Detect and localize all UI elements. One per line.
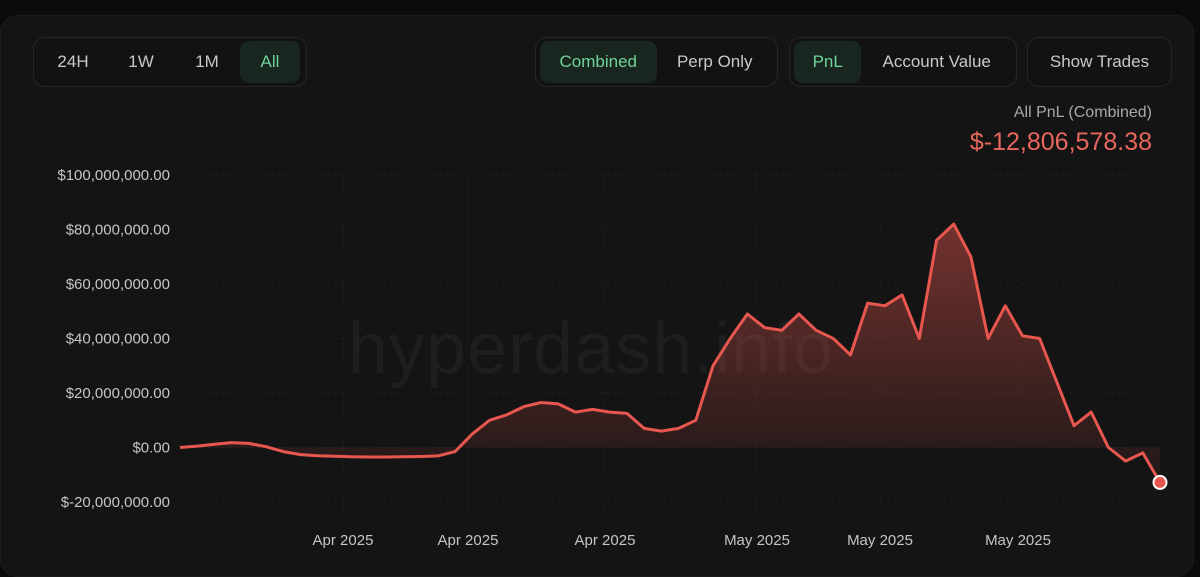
y-axis: $100,000,000.00 $80,000,000.00 $60,000,000…: [57, 167, 170, 511]
range-all-button[interactable]: All: [240, 41, 300, 83]
x-tick-label: May 2025: [985, 532, 1051, 549]
pnl-area: [180, 224, 1160, 483]
x-tick-label: May 2025: [724, 532, 790, 549]
metric-selector: PnL Account Value: [789, 37, 1017, 87]
perp-only-button[interactable]: Perp Only: [676, 52, 753, 71]
x-tick-label: Apr 2025: [313, 532, 374, 549]
time-range-selector: 24H 1W 1M All: [33, 37, 307, 87]
pnl-button[interactable]: PnL: [794, 41, 862, 83]
last-value-point[interactable]: [1152, 474, 1168, 490]
range-24h-button[interactable]: 24H: [57, 52, 89, 71]
y-tick-label: $100,000,000.00: [57, 167, 170, 184]
range-1w-button[interactable]: 1W: [128, 52, 154, 71]
y-tick-label: $80,000,000.00: [66, 222, 170, 239]
pnl-line: [179, 222, 1162, 484]
chart-panel: [0, 15, 1194, 577]
range-1m-button[interactable]: 1M: [195, 52, 219, 71]
series-group: [179, 222, 1168, 490]
show-trades-button[interactable]: Show Trades: [1049, 52, 1150, 71]
combined-button[interactable]: Combined: [540, 41, 657, 83]
mode-selector: Combined Perp Only: [535, 37, 778, 87]
y-tick-label: $40,000,000.00: [66, 331, 170, 348]
x-tick-label: Apr 2025: [438, 532, 499, 549]
y-tick-label: $60,000,000.00: [66, 276, 170, 293]
y-tick-label: $0.00: [132, 440, 170, 457]
summary-value: $-12,806,578.38: [969, 128, 1152, 156]
y-tick-label: $20,000,000.00: [66, 385, 170, 402]
show-trades-group: Show Trades: [1027, 37, 1172, 87]
account-value-button[interactable]: Account Value: [882, 52, 991, 71]
x-axis: Apr 2025 Apr 2025 Apr 2025 May 2025 May 2025…: [313, 532, 1051, 549]
x-tick-label: May 2025: [847, 532, 913, 549]
y-tick-label: $-20,000,000.00: [61, 494, 170, 511]
summary-label: All PnL (Combined): [1013, 104, 1152, 121]
x-tick-label: Apr 2025: [575, 532, 636, 549]
